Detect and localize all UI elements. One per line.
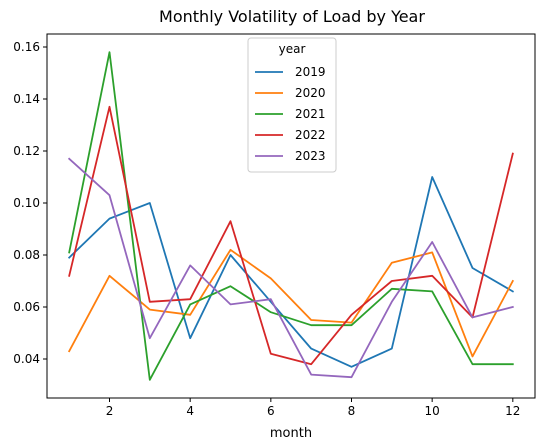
series-line-2022 xyxy=(68,105,514,366)
x-tick-label: 12 xyxy=(505,404,520,418)
legend-label-2023: 2023 xyxy=(295,149,326,163)
series-line-2020 xyxy=(67,248,515,358)
plot-area xyxy=(67,51,515,381)
plot-frame xyxy=(46,33,536,399)
legend-title: year xyxy=(279,42,306,56)
x-axis-label: month xyxy=(270,426,312,441)
legend-label-2021: 2021 xyxy=(295,107,326,121)
axis-ticks: 2 4 6 8 10 12 0.04 0.06 0.08 0.10 0.12 0.14 0.16 xyxy=(13,40,520,418)
legend: year 2019 2020 2021 2022 2023 xyxy=(247,37,337,173)
series-line-2019 xyxy=(67,176,515,368)
legend-label-2022: 2022 xyxy=(295,128,326,142)
legend-label-2020: 2020 xyxy=(295,86,326,100)
y-tick-label: 0.16 xyxy=(13,40,40,54)
legend-label-2019: 2019 xyxy=(295,65,326,79)
x-tick-label: 2 xyxy=(106,404,114,418)
x-tick-label: 10 xyxy=(425,404,440,418)
x-tick-label: 4 xyxy=(186,404,194,418)
x-tick-label: 6 xyxy=(267,404,275,418)
x-tick-label: 8 xyxy=(348,404,356,418)
y-tick-label: 0.06 xyxy=(13,300,40,314)
y-tick-label: 0.08 xyxy=(13,248,40,262)
y-tick-label: 0.14 xyxy=(13,92,40,106)
y-tick-label: 0.04 xyxy=(13,352,40,366)
series-line-2021 xyxy=(68,51,514,381)
series-line-2023 xyxy=(67,157,514,379)
y-tick-label: 0.10 xyxy=(13,196,40,210)
chart-title: Monthly Volatility of Load by Year xyxy=(159,7,425,26)
y-tick-label: 0.12 xyxy=(13,144,40,158)
